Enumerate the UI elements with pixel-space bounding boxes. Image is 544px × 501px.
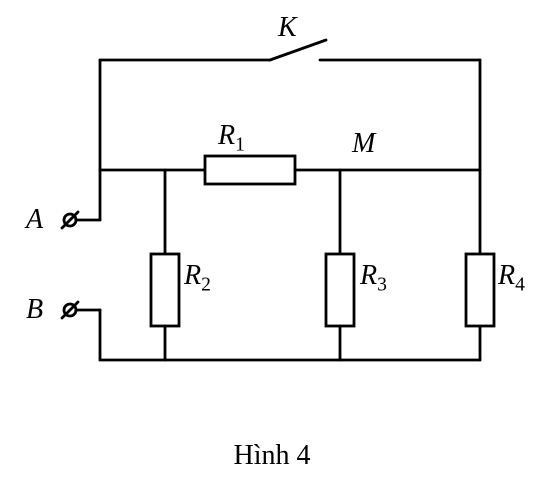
label-K: K [278, 12, 297, 44]
label-B: B [26, 294, 43, 326]
label-R4: R4 [498, 260, 525, 297]
figure-caption: Hình 4 [0, 440, 544, 472]
label-A: A [26, 204, 43, 236]
label-M: M [352, 128, 375, 160]
circuit-svg [0, 0, 544, 501]
label-R2: R2 [184, 260, 211, 297]
label-R3: R3 [360, 260, 387, 297]
label-R1: R1 [218, 120, 245, 157]
